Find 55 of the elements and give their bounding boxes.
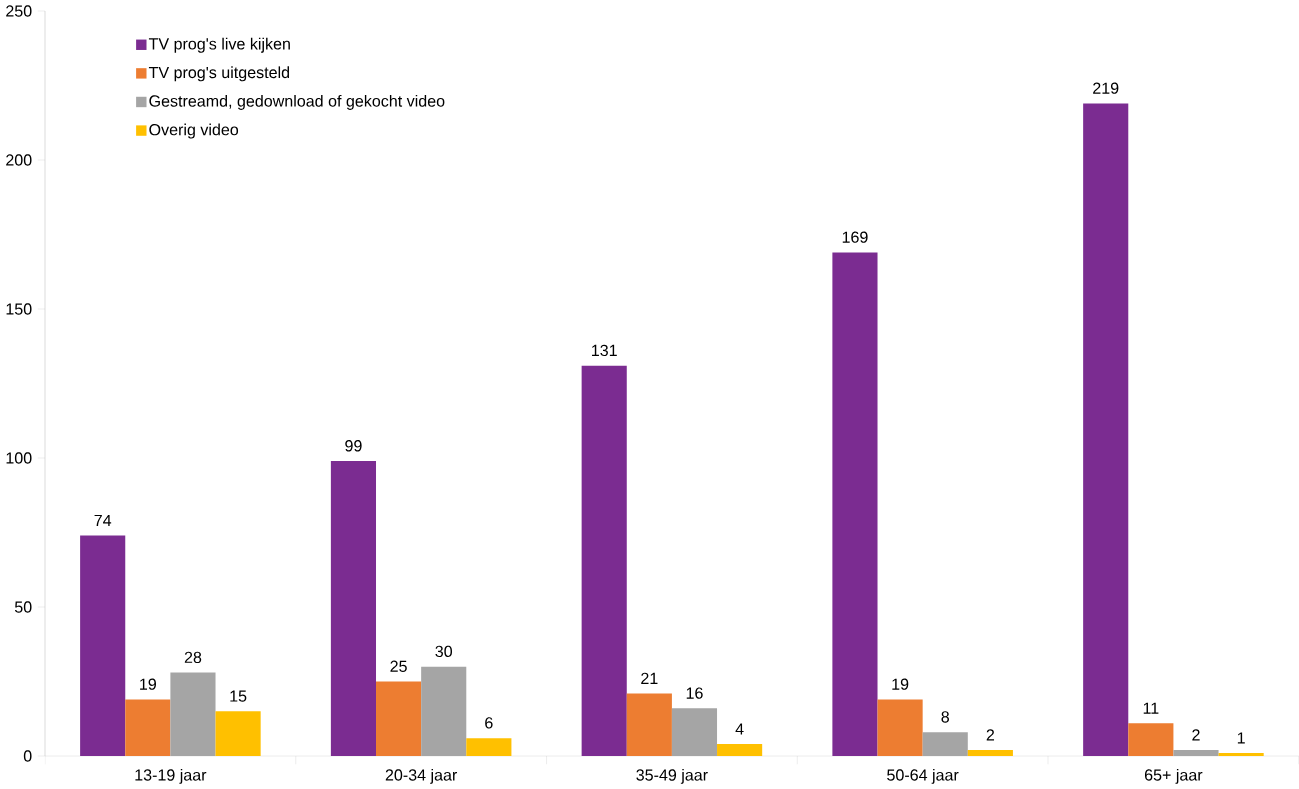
- bar: [421, 666, 467, 756]
- bar: [330, 460, 377, 756]
- data-label: 131: [592, 344, 617, 356]
- bar: [1128, 723, 1174, 756]
- bar: [877, 699, 923, 756]
- data-label: 25: [390, 660, 407, 672]
- legend-label: TV prog's uitgesteld: [148, 66, 290, 82]
- x-tick-label: 50-64 jaar: [887, 768, 959, 784]
- bar: [1173, 749, 1219, 756]
- x-tick-label: 20-34 jaar: [385, 768, 458, 784]
- data-label: 19: [892, 678, 909, 690]
- bar: [626, 693, 672, 756]
- y-tick-label: 50: [14, 601, 32, 613]
- bar: [717, 744, 763, 756]
- data-label: 21: [641, 672, 658, 684]
- data-label: 4: [735, 723, 744, 735]
- bar: [581, 365, 627, 756]
- data-label: 99: [345, 439, 362, 452]
- data-label: 1: [1237, 732, 1245, 744]
- data-label: 2: [1192, 729, 1200, 741]
- bar: [832, 252, 878, 756]
- bar: [215, 711, 261, 756]
- data-label: 30: [435, 645, 453, 657]
- bar: [125, 699, 171, 756]
- data-label: 11: [1143, 702, 1159, 714]
- legend-label: TV prog's live kijken: [148, 37, 290, 53]
- bar: [1218, 752, 1264, 756]
- x-tick-label: 65+ jaar: [1144, 768, 1203, 784]
- data-label: 6: [485, 717, 493, 729]
- legend-label: Overig video: [149, 123, 239, 139]
- bar: [466, 738, 512, 756]
- bar: [170, 672, 216, 756]
- bar: [1083, 103, 1129, 756]
- data-label: 16: [686, 687, 703, 699]
- data-label: 8: [941, 711, 950, 723]
- y-tick-label: 250: [6, 5, 32, 17]
- data-label: 169: [842, 231, 868, 243]
- data-label: 2: [986, 729, 995, 741]
- data-label: 19: [140, 678, 156, 690]
- data-label: 219: [1093, 82, 1119, 94]
- bar: [967, 749, 1013, 756]
- x-tick-label: 13-19 jaar: [135, 768, 207, 784]
- data-label: 28: [184, 651, 202, 663]
- y-tick-label: 200: [6, 154, 32, 166]
- y-tick-label: 0: [23, 750, 32, 762]
- bar: [376, 681, 422, 756]
- bar: [671, 708, 718, 756]
- bar: [922, 732, 968, 756]
- y-tick-label: 150: [6, 303, 32, 315]
- data-label: 15: [230, 690, 247, 702]
- bar: [80, 535, 126, 756]
- legend-label: Gestreamd, gedownload of gekocht video: [149, 94, 445, 110]
- x-tick-label: 35-49 jaar: [636, 768, 708, 784]
- data-label: 74: [94, 514, 112, 526]
- y-tick-label: 100: [6, 452, 32, 464]
